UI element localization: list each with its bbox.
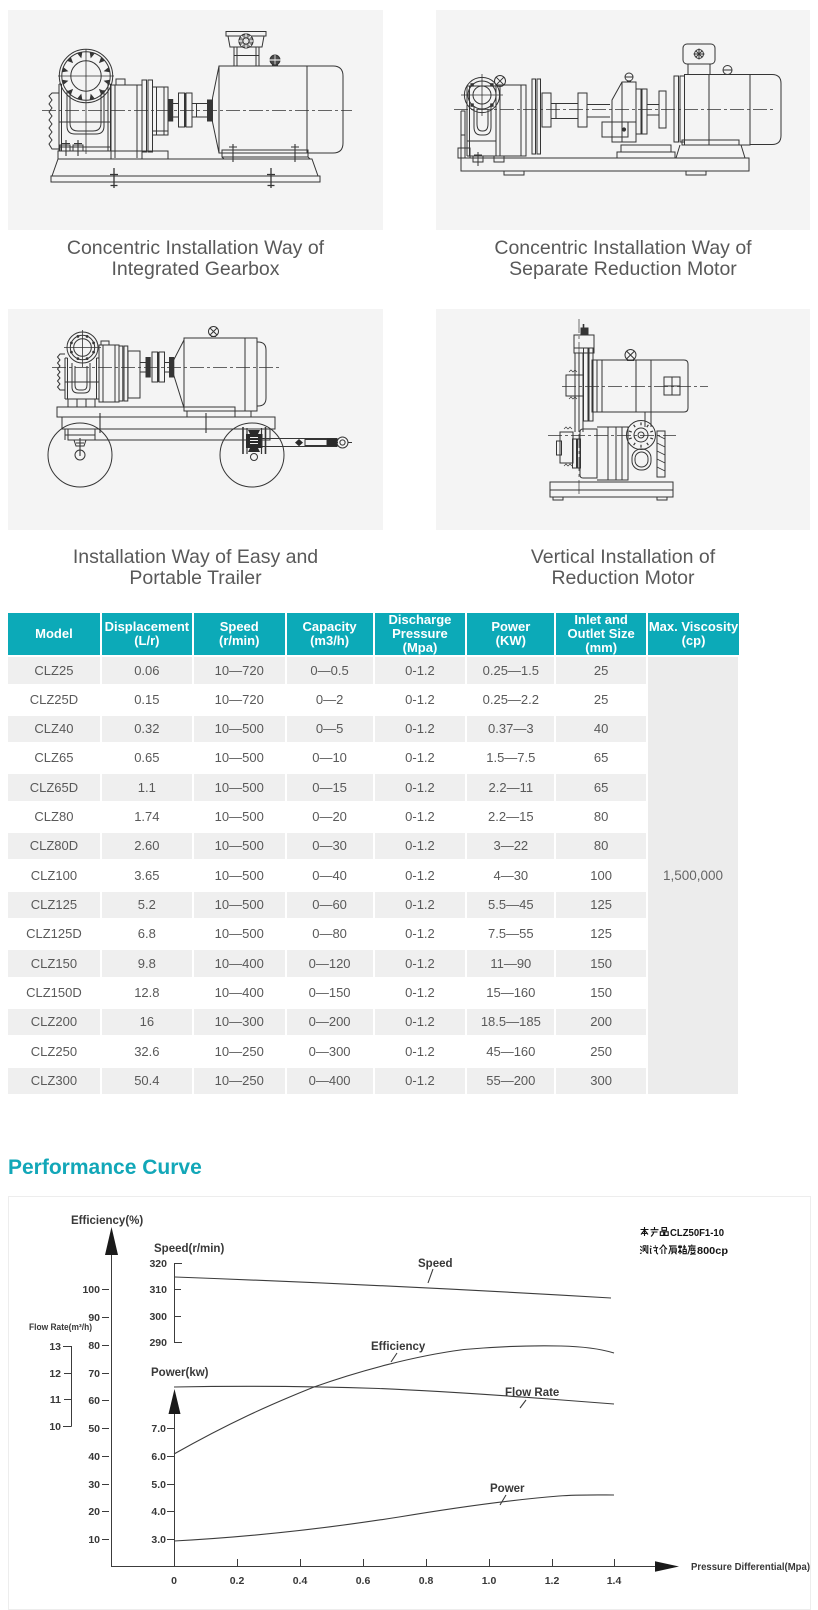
svg-text:Power(kw): Power(kw) (151, 1367, 209, 1379)
svg-text:0.8: 0.8 (419, 1575, 434, 1587)
svg-text:5.0: 5.0 (151, 1479, 166, 1491)
svg-text:7.0: 7.0 (151, 1423, 166, 1435)
svg-text:11: 11 (50, 1394, 61, 1406)
svg-text:70: 70 (88, 1368, 100, 1380)
svg-text:0.2: 0.2 (230, 1575, 245, 1587)
svg-text:1.2: 1.2 (545, 1575, 560, 1587)
svg-text:Speed: Speed (418, 1258, 453, 1270)
svg-text:320: 320 (149, 1258, 167, 1270)
svg-text:1.0: 1.0 (482, 1575, 497, 1587)
svg-text:13: 13 (49, 1341, 61, 1353)
svg-text:10: 10 (88, 1534, 100, 1546)
svg-text:Speed(r/min): Speed(r/min) (154, 1243, 224, 1255)
svg-text:Flow Rate(m³/h): Flow Rate(m³/h) (29, 1322, 92, 1332)
svg-text:Efficiency: Efficiency (371, 1341, 426, 1353)
svg-text:4.0: 4.0 (151, 1506, 166, 1518)
svg-text:Flow Rate: Flow Rate (505, 1387, 559, 1399)
svg-text:100: 100 (82, 1284, 100, 1296)
svg-text:Pressure Differential(Mpa): Pressure Differential(Mpa) (691, 1561, 810, 1573)
svg-text:20: 20 (88, 1506, 100, 1518)
svg-text:6.0: 6.0 (151, 1451, 166, 1463)
svg-text:310: 310 (149, 1284, 167, 1296)
svg-text:CLZ50F1-10: CLZ50F1-10 (670, 1228, 724, 1239)
svg-text:80: 80 (88, 1340, 100, 1352)
svg-text:0.6: 0.6 (356, 1575, 371, 1587)
svg-text:1.4: 1.4 (607, 1575, 622, 1587)
svg-text:300: 300 (149, 1311, 167, 1323)
svg-text:30: 30 (88, 1479, 100, 1491)
svg-text:800cp: 800cp (697, 1246, 728, 1257)
svg-text:0.4: 0.4 (293, 1575, 308, 1587)
svg-text:90: 90 (88, 1312, 100, 1324)
svg-text:0: 0 (171, 1575, 177, 1587)
svg-text:40: 40 (88, 1451, 100, 1463)
svg-text:3.0: 3.0 (151, 1534, 166, 1546)
svg-text:290: 290 (149, 1337, 167, 1349)
svg-text:60: 60 (88, 1395, 100, 1407)
svg-text:50: 50 (88, 1423, 100, 1435)
svg-text:12: 12 (49, 1368, 61, 1380)
svg-text:Power: Power (490, 1483, 525, 1495)
svg-text:10: 10 (49, 1421, 61, 1433)
svg-text:Efficiency(%): Efficiency(%) (71, 1215, 143, 1227)
